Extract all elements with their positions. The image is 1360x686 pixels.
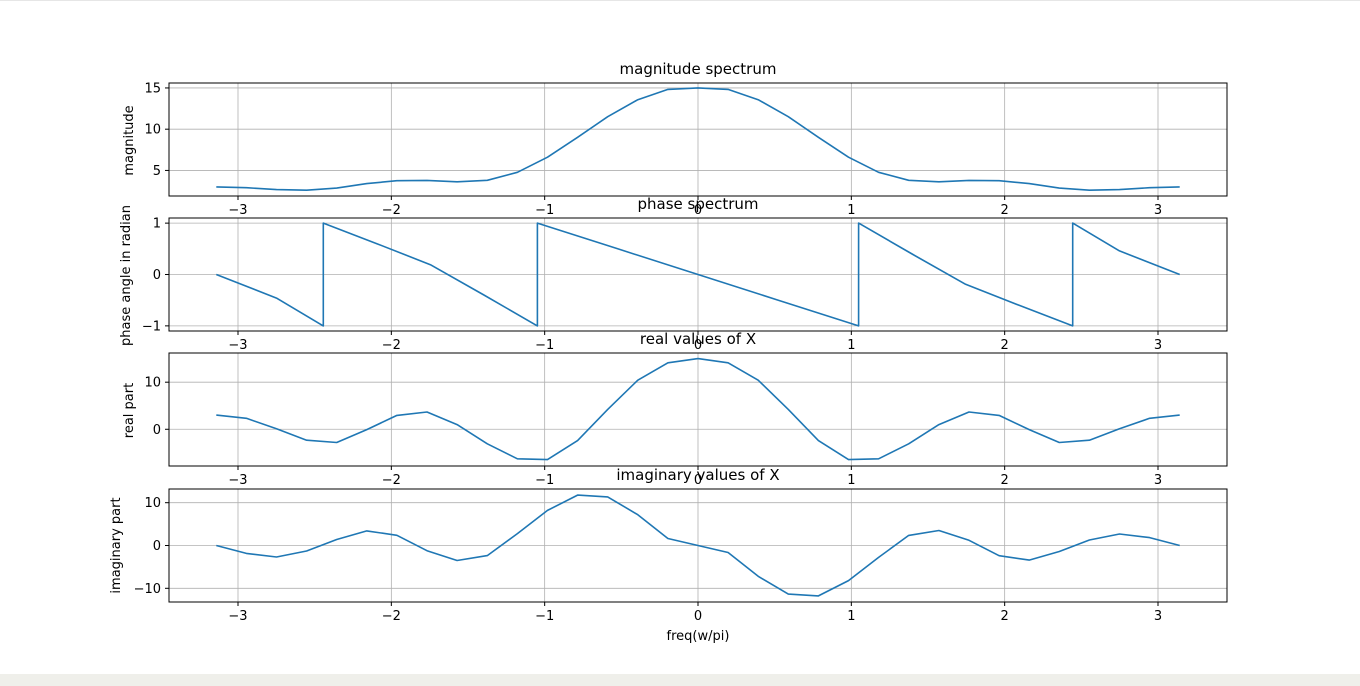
- x-tick-label: 2: [1001, 338, 1009, 353]
- x-tick-label: 1: [847, 203, 855, 218]
- y-axis-label: imaginary part: [109, 497, 124, 593]
- x-tick-label: 3: [1154, 338, 1162, 353]
- y-tick-label: −10: [134, 582, 161, 597]
- plot-area-3: −3 −2 −1 0 1 2 3 0 10: [144, 352, 1228, 488]
- x-tick-label: −2: [382, 203, 401, 218]
- x-tick-label: 1: [847, 338, 855, 353]
- y-tick-label: 1: [153, 217, 161, 232]
- y-axis-label: magnitude: [122, 105, 137, 175]
- subplot-title: imaginary values of X: [616, 466, 779, 484]
- y-tick-label: 0: [153, 423, 161, 438]
- x-tick-label: −1: [535, 338, 554, 353]
- x-tick-label: 2: [1001, 473, 1009, 488]
- subplot-imaginary: imaginary values of X imaginary part: [109, 466, 780, 594]
- subplot-title: magnitude spectrum: [620, 60, 777, 78]
- data-line: [216, 87, 1180, 191]
- x-tick-label: −1: [535, 473, 554, 488]
- y-tick-label: 15: [144, 81, 161, 96]
- subplot-title: phase spectrum: [637, 195, 758, 213]
- bottom-strip: [0, 674, 1360, 686]
- y-axis-label: phase angle in radian: [119, 205, 134, 346]
- subplot-title: real values of X: [640, 330, 756, 348]
- x-tick-label: 2: [1001, 609, 1009, 624]
- data-line: [216, 494, 1180, 597]
- x-tick-label: −3: [228, 338, 247, 353]
- x-tick-label: −1: [535, 203, 554, 218]
- x-tick-label: −3: [228, 473, 247, 488]
- subplot-real: real values of X real part: [122, 330, 756, 438]
- x-tick-label: 2: [1001, 203, 1009, 218]
- x-tick-label: −3: [228, 203, 247, 218]
- x-tick-label: 0: [694, 609, 702, 624]
- x-tick-label: −2: [382, 473, 401, 488]
- data-line: [216, 222, 1180, 327]
- plot-area-1: −3 −2 −1 0 1 2 3 5 10 15: [144, 81, 1228, 218]
- y-tick-label: 10: [144, 376, 161, 391]
- y-tick-label: 10: [144, 496, 161, 511]
- x-tick-label: 0: [694, 203, 702, 218]
- y-tick-label: 0: [153, 539, 161, 554]
- y-tick-label: 0: [153, 268, 161, 283]
- x-tick-label: −3: [228, 609, 247, 624]
- x-tick-label: 0: [694, 338, 702, 353]
- x-tick-label: 3: [1154, 473, 1162, 488]
- data-line: [216, 357, 1180, 461]
- plot-area-2: −3 −2 −1 0 1 2 3 −1 0 1: [142, 217, 1228, 353]
- x-tick-label: 1: [847, 609, 855, 624]
- x-tick-label: −1: [535, 609, 554, 624]
- y-axis-label: real part: [122, 383, 137, 438]
- subplot-phase: phase spectrum phase angle in radian: [119, 195, 759, 346]
- y-tick-label: 10: [144, 123, 161, 138]
- x-tick-label: −2: [382, 338, 401, 353]
- x-tick-label: −2: [382, 609, 401, 624]
- subplot-magnitude: magnitude spectrum magnitude: [122, 60, 776, 176]
- x-axis-label: freq(w/pi): [667, 629, 730, 644]
- x-tick-label: 0: [694, 473, 702, 488]
- y-tick-label: 5: [153, 164, 161, 179]
- top-border: [0, 0, 1360, 1]
- y-tick-label: −1: [142, 319, 161, 334]
- x-tick-label: 3: [1154, 203, 1162, 218]
- x-tick-label: 1: [847, 473, 855, 488]
- x-tick-label: 3: [1154, 609, 1162, 624]
